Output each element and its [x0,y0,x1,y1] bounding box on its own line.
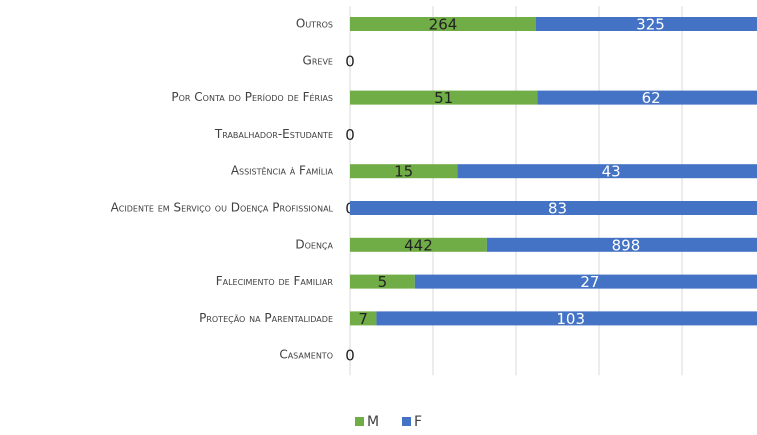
value-label: 103 [556,310,585,328]
value-label: 83 [548,200,567,218]
category-label: Trabalhador-Estudante [214,127,333,141]
category-label: Outros [296,17,333,31]
bar-segment [457,164,757,179]
value-label: 0 [345,347,355,365]
bar-segment [414,274,757,289]
category-label: Casamento [279,348,333,362]
category-label: Falecimento de Familiar [216,274,334,288]
value-label: 5 [378,273,388,291]
value-label: 264 [429,16,458,34]
category-label: Acidente em Serviço ou Doença Profission… [111,201,334,215]
bar-segment [350,90,538,105]
bar-segment [537,90,757,105]
category-label: Doença [295,237,333,251]
category-label: Proteção na Parentalidade [199,311,333,325]
value-label: 0 [345,126,355,144]
bar-segment [350,311,377,326]
value-label: 7 [358,310,368,328]
value-label: 51 [434,89,453,107]
bar-segment [350,17,537,31]
bar-segment [486,237,757,252]
bar-segment [350,237,487,252]
category-label: Por Conta do Período de Férias [171,90,333,104]
legend-label: F [414,414,422,430]
value-label: 325 [636,16,665,34]
bar-segment [350,201,757,215]
value-label: 442 [404,236,433,254]
value-label: 0 [345,52,355,70]
value-label: 43 [602,163,621,181]
bar-segment [350,164,458,179]
value-label: 15 [394,163,413,181]
legend-label: M [367,414,379,430]
legend-swatch [402,417,411,426]
bar-segment [350,274,415,289]
category-label: Greve [303,53,333,67]
value-label: 898 [612,236,641,254]
value-label: 27 [580,273,599,291]
bar-segment [376,311,757,326]
category-label: Assistência à Família [231,164,334,178]
legend-swatch [355,417,364,426]
value-label: 62 [642,89,661,107]
bar-segment [536,17,757,31]
